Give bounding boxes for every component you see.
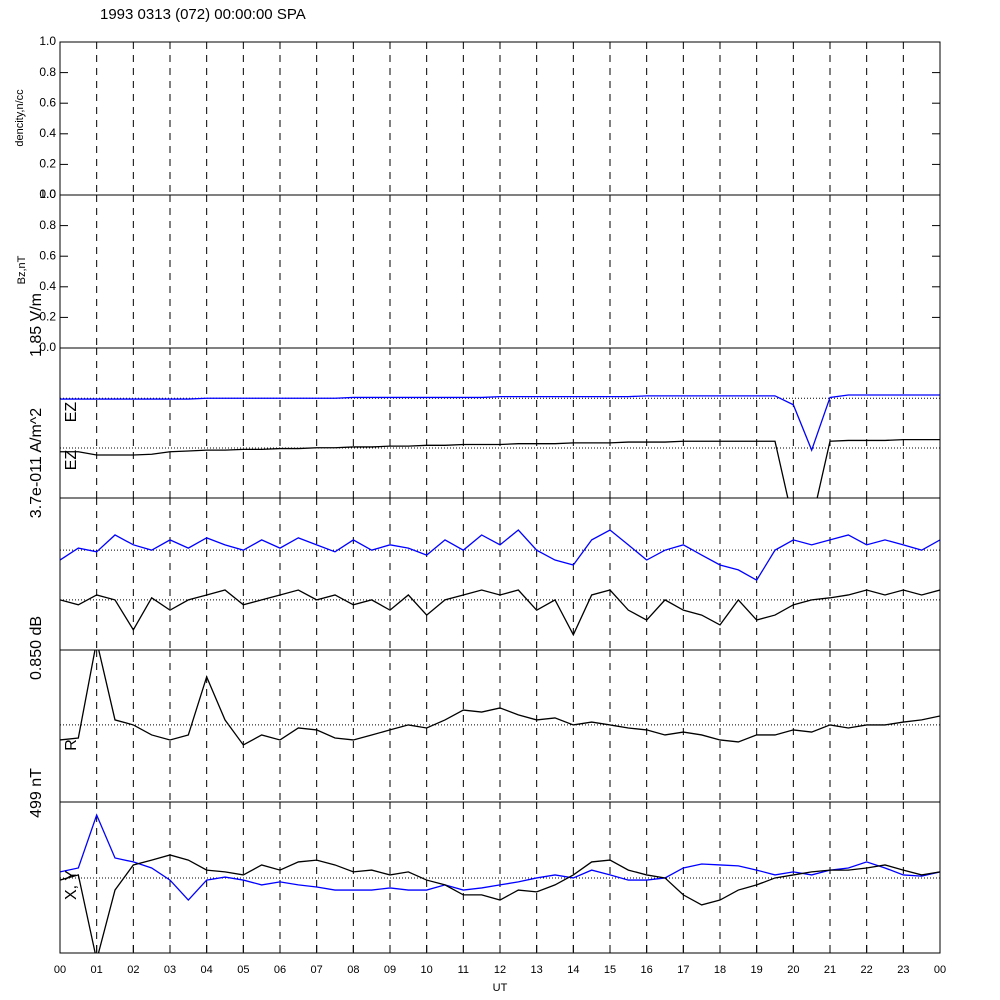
scale-label: 499 nT	[28, 768, 45, 818]
y-axis-label: Bz,nT	[16, 255, 28, 284]
y-tick-label: 0.2	[39, 310, 56, 324]
x-tick-label: 06	[274, 964, 286, 976]
series-line	[60, 854, 940, 953]
x-tick-label: 00	[934, 964, 946, 976]
series-label: EZ	[63, 402, 80, 423]
y-axis-label: X, Y	[63, 870, 80, 900]
x-tick-label: 15	[604, 964, 616, 976]
y-axis-label: dencity,n/cc	[14, 89, 26, 147]
series-line	[60, 529, 940, 582]
x-tick-label: 17	[677, 964, 689, 976]
series-line	[60, 589, 940, 637]
x-tick-label: 04	[201, 964, 213, 976]
x-tick-label: 21	[824, 964, 836, 976]
y-tick-label: 1.0	[39, 187, 56, 201]
x-tick-label: 02	[127, 964, 139, 976]
y-tick-label: 0.2	[39, 157, 56, 171]
x-tick-label: 03	[164, 964, 176, 976]
scale-label: 0.850 dB	[28, 616, 45, 680]
x-tick-label: 23	[897, 964, 909, 976]
x-tick-label: 13	[531, 964, 543, 976]
y-axis-label: R	[63, 739, 80, 751]
panel-frame	[59, 497, 941, 651]
x-tick-label: 09	[384, 964, 396, 976]
y-tick-label: 0.4	[39, 126, 56, 140]
x-tick-label: 20	[787, 964, 799, 976]
panel-frame	[59, 347, 941, 499]
x-tick-label: 18	[714, 964, 726, 976]
y-tick-label: 0.6	[39, 95, 56, 109]
y-tick-label: 0.4	[39, 279, 56, 293]
y-tick-label: 0.6	[39, 248, 56, 262]
series-label: EZ	[63, 450, 80, 471]
panel-frame	[59, 649, 941, 803]
y-tick-label: 0.8	[39, 218, 56, 232]
x-tick-label: 07	[311, 964, 323, 976]
x-tick-label: 08	[347, 964, 359, 976]
y-tick-label: 0.8	[39, 65, 56, 79]
x-tick-label: 19	[751, 964, 763, 976]
y-tick-label: 0.0	[39, 187, 56, 201]
y-tick-label: 0.0	[39, 340, 56, 354]
x-axis-label: UT	[493, 982, 508, 994]
x-tick-label: 22	[861, 964, 873, 976]
x-tick-label: 11	[458, 964, 469, 976]
x-tick-label: 14	[567, 964, 579, 976]
x-tick-label: 01	[91, 964, 103, 976]
x-tick-label: 16	[641, 964, 653, 976]
series-line	[60, 650, 940, 746]
series-line	[60, 813, 940, 902]
series-line	[60, 394, 940, 453]
scale-label: 1.85 V/m	[28, 293, 45, 357]
chart-title: 1993 0313 (072) 00:00:00 SPA	[100, 6, 306, 23]
y-tick-label: 1.0	[39, 34, 56, 48]
scale-label: 3.7e-011 A/m^2	[28, 408, 45, 518]
x-tick-label: 00	[54, 964, 66, 976]
x-tick-label: 12	[494, 964, 506, 976]
series-line	[60, 438, 940, 498]
x-tick-label: 05	[237, 964, 249, 976]
x-tick-label: 10	[421, 964, 433, 976]
